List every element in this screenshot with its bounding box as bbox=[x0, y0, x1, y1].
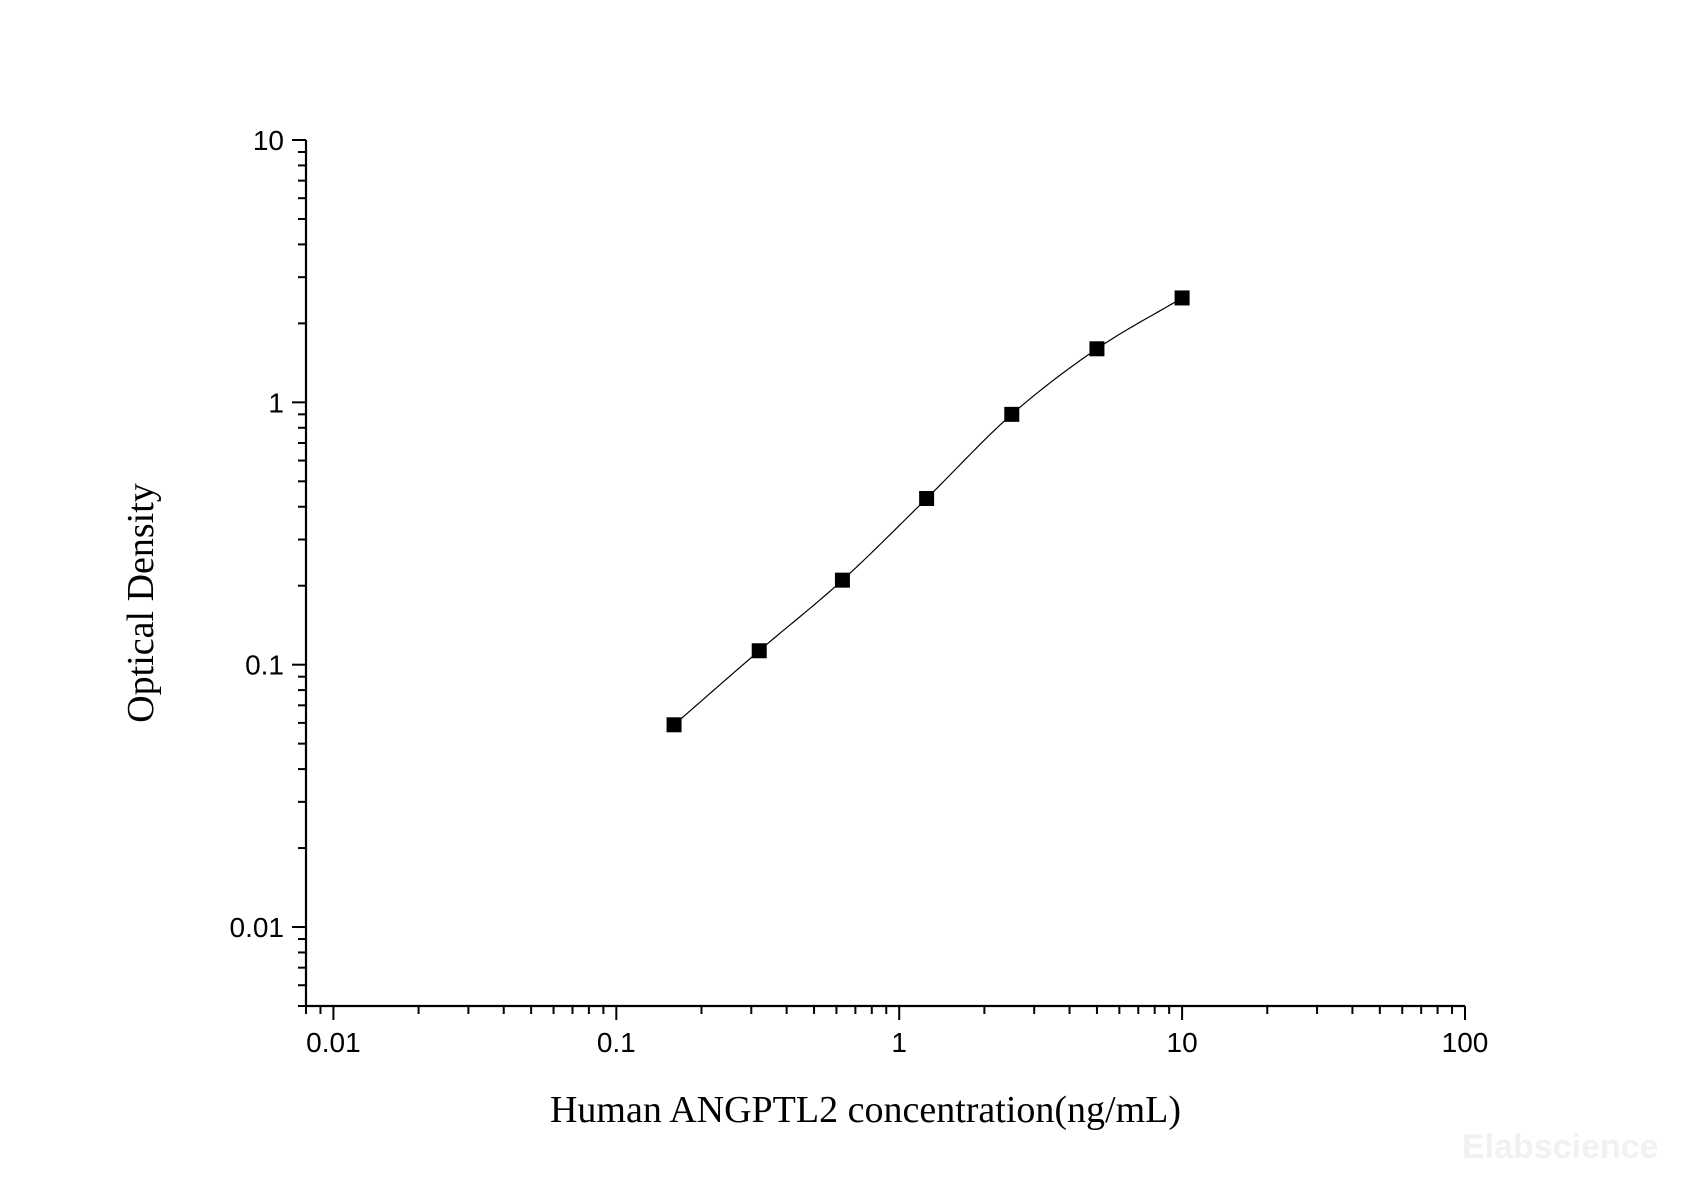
x-tick-label: 0.01 bbox=[306, 1027, 361, 1058]
y-tick-label: 0.01 bbox=[230, 912, 285, 943]
data-point bbox=[751, 643, 767, 659]
data-point bbox=[1004, 406, 1020, 422]
y-tick-label: 0.1 bbox=[245, 650, 284, 681]
x-tick-label: 100 bbox=[1442, 1027, 1489, 1058]
y-axis-title: Optical Density bbox=[120, 483, 162, 723]
x-tick-label: 10 bbox=[1167, 1027, 1198, 1058]
watermark-logo: Elabscience bbox=[1462, 1128, 1659, 1166]
x-axis-title: Human ANGPTL2 concentration(ng/mL) bbox=[550, 1089, 1181, 1131]
fit-curve bbox=[673, 297, 1183, 726]
y-tick-label: 1 bbox=[268, 387, 284, 418]
ticks bbox=[292, 139, 1466, 1020]
x-tick-label: 1 bbox=[891, 1027, 907, 1058]
data-point bbox=[1174, 290, 1190, 306]
tick-labels: 0.01 0.1 1 10 100 0.01 0.1 1 10 bbox=[230, 125, 1489, 1058]
data-point bbox=[919, 490, 935, 506]
x-tick-label: 0.1 bbox=[597, 1027, 636, 1058]
y-tick-label: 10 bbox=[253, 125, 284, 156]
axes bbox=[304, 140, 1465, 1008]
data-point bbox=[834, 572, 850, 588]
data-points bbox=[666, 290, 1190, 733]
data-point bbox=[1089, 341, 1105, 357]
data-point bbox=[666, 717, 682, 733]
